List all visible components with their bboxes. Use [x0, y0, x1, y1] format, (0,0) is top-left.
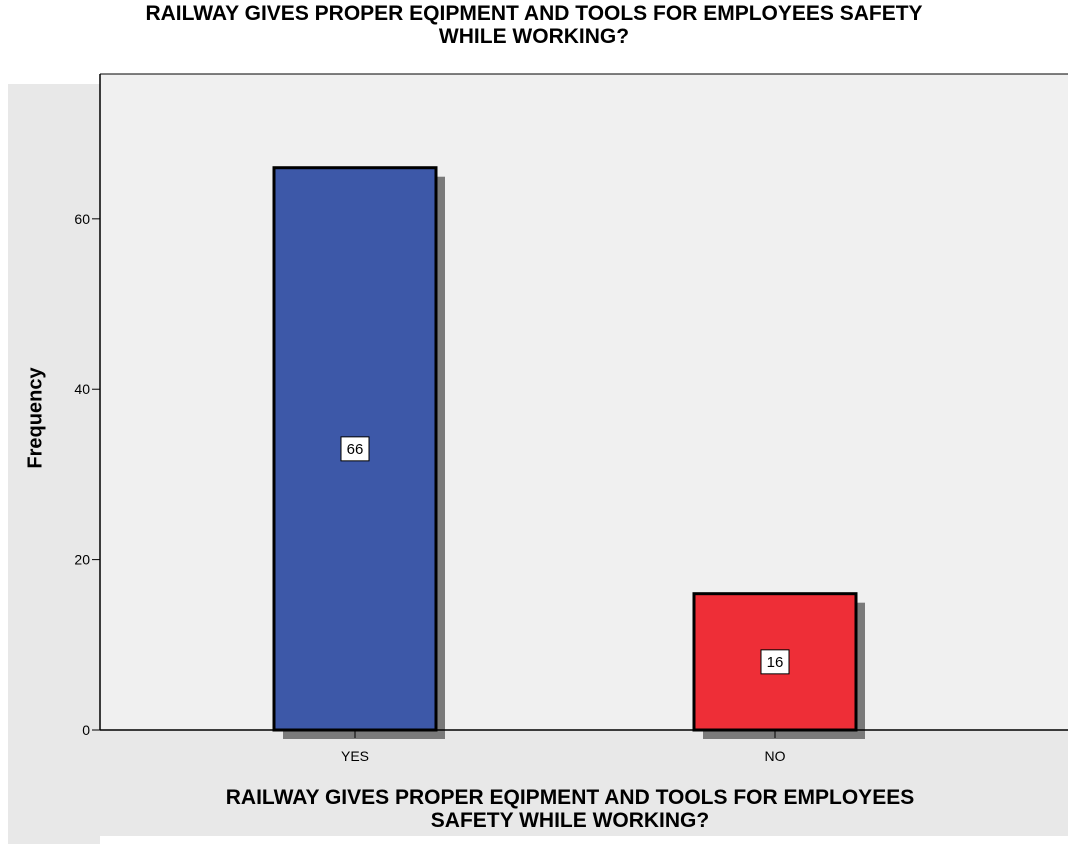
- frame-background-bottom: [8, 730, 1068, 836]
- data-label-no: 16: [767, 654, 784, 671]
- chart-title-line-2: WHILE WORKING?: [438, 25, 630, 48]
- x-axis-title: RAILWAY GIVES PROPER EQIPMENT AND TOOLS …: [90, 786, 1050, 832]
- x-tick-label-yes: YES: [341, 748, 369, 764]
- chart-title: RAILWAY GIVES PROPER EQIPMENT AND TOOLS …: [0, 2, 1068, 48]
- y-tick-label-20: 20: [74, 552, 90, 568]
- data-label-box-yes: [340, 436, 370, 462]
- data-label-box-no: [760, 649, 790, 675]
- x-axis-title-line-1: RAILWAY GIVES PROPER EQIPMENT AND TOOLS …: [225, 786, 915, 809]
- x-axis-title-line-2: SAFETY WHILE WORKING?: [430, 809, 710, 832]
- y-tick-label-40: 40: [74, 381, 90, 397]
- y-tick-label-0: 0: [82, 722, 90, 738]
- frame-background-left: [8, 84, 100, 844]
- y-tick-label-60: 60: [74, 211, 90, 227]
- plot-area: [100, 74, 1068, 730]
- x-tick-label-no: NO: [765, 748, 786, 764]
- data-label-yes: 66: [347, 441, 364, 458]
- chart-title-line-1: RAILWAY GIVES PROPER EQIPMENT AND TOOLS …: [145, 2, 923, 25]
- y-axis-title: Frequency: [24, 367, 47, 469]
